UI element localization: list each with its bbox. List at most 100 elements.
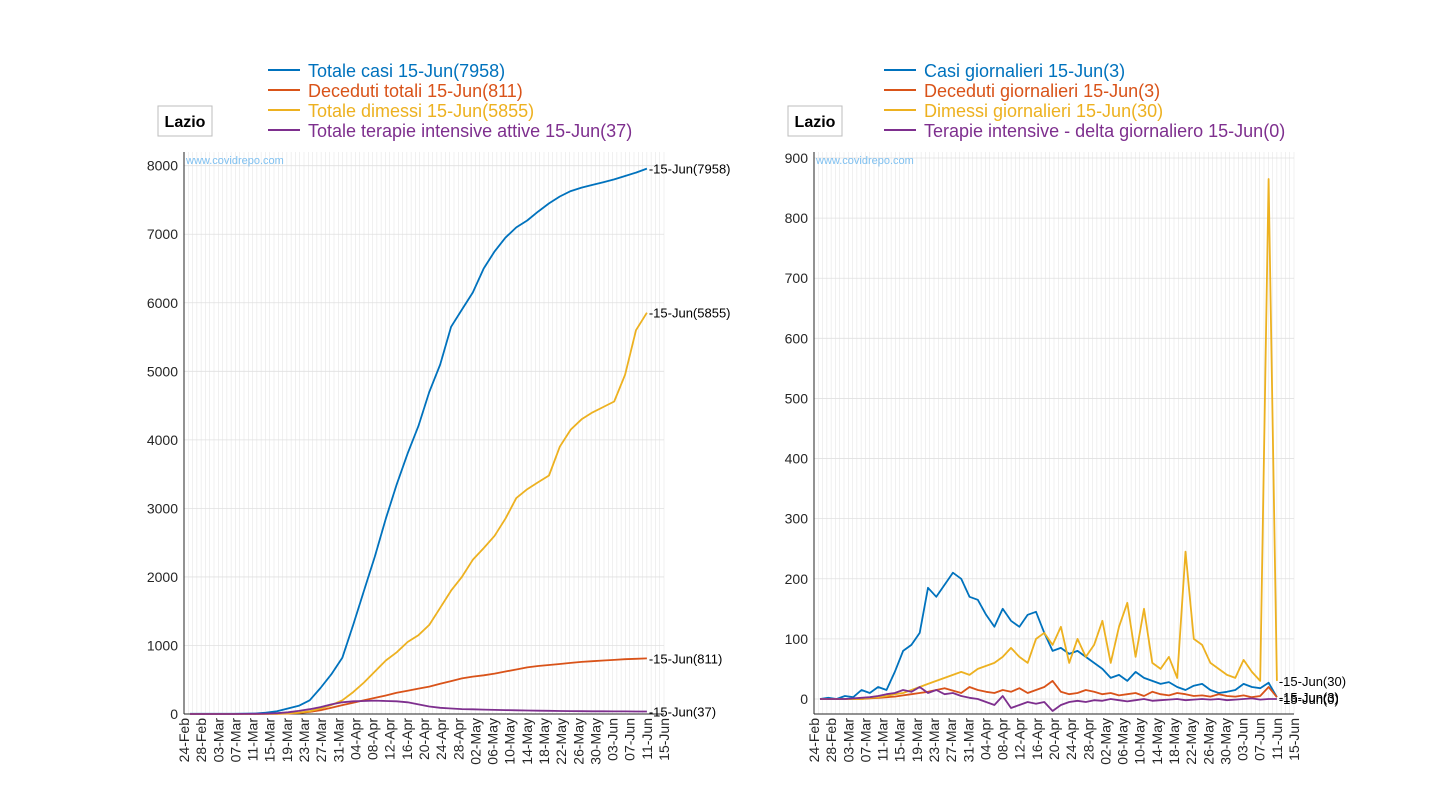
series-line-4 bbox=[190, 699, 647, 715]
y-tick-label: 5000 bbox=[147, 363, 178, 379]
x-tick-label: 31-Mar bbox=[960, 718, 976, 763]
x-tick-label: 19-Mar bbox=[909, 718, 925, 763]
x-tick-label: 28-Feb bbox=[823, 718, 839, 763]
x-tick-label: 15-Mar bbox=[262, 718, 278, 763]
x-tick-label: 06-May bbox=[1115, 718, 1131, 765]
x-tick-label: 11-Mar bbox=[875, 718, 891, 762]
x-tick-label: 26-May bbox=[570, 718, 586, 765]
x-tick-label: 11-Jun bbox=[1269, 718, 1285, 760]
series-line-3 bbox=[820, 178, 1278, 700]
region-label: Lazio bbox=[795, 114, 836, 131]
end-label-3: -15-Jun(30) bbox=[1279, 674, 1346, 689]
y-tick-label: 4000 bbox=[147, 432, 178, 448]
y-tick-label: 900 bbox=[785, 150, 809, 166]
x-tick-label: 07-Jun bbox=[1252, 718, 1268, 761]
legend-entry-2: Deceduti giornalieri 15-Jun(3) bbox=[924, 81, 1160, 101]
x-tick-label: 22-May bbox=[553, 718, 569, 765]
x-tick-label: 12-Apr bbox=[382, 718, 398, 760]
legend-entry-3: Dimessi giornalieri 15-Jun(30) bbox=[924, 101, 1163, 121]
x-tick-label: 16-Apr bbox=[399, 718, 415, 760]
y-tick-label: 2000 bbox=[147, 569, 178, 585]
legend-entry-3: Totale dimessi 15-Jun(5855) bbox=[308, 101, 534, 121]
watermark: www.covidrepo.com bbox=[185, 155, 284, 167]
x-tick-label: 03-Jun bbox=[1235, 718, 1251, 761]
watermark: www.covidrepo.com bbox=[815, 155, 914, 167]
x-tick-label: 24-Apr bbox=[433, 718, 449, 760]
x-tick-label: 14-May bbox=[1149, 718, 1165, 765]
end-label-1: -15-Jun(7958) bbox=[649, 162, 731, 177]
x-tick-label: 02-May bbox=[467, 718, 483, 765]
region-label: Lazio bbox=[165, 114, 206, 131]
x-tick-label: 04-Apr bbox=[977, 718, 993, 760]
y-tick-label: 8000 bbox=[147, 158, 178, 174]
end-label-2: -15-Jun(3) bbox=[1279, 690, 1339, 705]
x-tick-label: 20-Apr bbox=[1046, 718, 1062, 760]
legend-entry-1: Casi giornalieri 15-Jun(3) bbox=[924, 61, 1125, 81]
x-tick-label: 06-May bbox=[485, 718, 501, 765]
x-tick-label: 07-Mar bbox=[857, 718, 873, 763]
series-line-4 bbox=[820, 686, 1277, 712]
x-tick-label: 24-Feb bbox=[806, 718, 822, 763]
x-tick-label: 30-May bbox=[1217, 718, 1233, 765]
x-tick-label: 12-Apr bbox=[1012, 718, 1028, 760]
x-tick-label: 28-Apr bbox=[450, 718, 466, 760]
x-tick-label: 23-Mar bbox=[926, 718, 942, 763]
region-box bbox=[157, 105, 213, 137]
legend-entry-2: Deceduti totali 15-Jun(811) bbox=[308, 81, 523, 101]
y-tick-label: 700 bbox=[785, 270, 809, 286]
x-tick-label: 20-Apr bbox=[416, 718, 432, 760]
legend-entry-4: Terapie intensive - delta giornaliero 15… bbox=[924, 121, 1285, 141]
series-line-1 bbox=[819, 571, 1278, 700]
x-tick-label: 10-May bbox=[1132, 718, 1148, 765]
x-tick-label: 03-Jun bbox=[605, 718, 621, 761]
x-tick-label: 22-May bbox=[1183, 718, 1199, 765]
y-tick-label: 200 bbox=[785, 571, 809, 587]
x-tick-label: 15-Jun bbox=[1286, 718, 1302, 761]
x-tick-label: 18-May bbox=[1166, 718, 1182, 765]
x-tick-label: 07-Mar bbox=[227, 718, 243, 763]
end-label-4: -15-Jun(0) bbox=[1279, 692, 1339, 707]
x-tick-label: 15-Jun bbox=[656, 718, 672, 761]
x-tick-label: 23-Mar bbox=[296, 718, 312, 763]
x-tick-label: 18-May bbox=[536, 718, 552, 765]
legend-entry-4: Totale terapie intensive attive 15-Jun(3… bbox=[308, 121, 632, 141]
x-tick-label: 10-May bbox=[502, 718, 518, 765]
x-tick-label: 24-Feb bbox=[176, 718, 192, 763]
x-tick-label: 04-Apr bbox=[347, 718, 363, 760]
chart-2: 0 100 200 300 400 500 600 700 800 900 24-Feb 28-Feb… bbox=[785, 61, 1346, 765]
y-tick-label: 1000 bbox=[147, 637, 178, 653]
y-tick-label: 800 bbox=[785, 210, 809, 226]
region-box bbox=[787, 105, 843, 137]
x-tick-label: 28-Apr bbox=[1080, 718, 1096, 760]
x-tick-label: 30-May bbox=[587, 718, 603, 765]
y-tick-label: 3000 bbox=[147, 500, 178, 516]
y-tick-label: 0 bbox=[170, 706, 178, 722]
x-tick-label: 19-Mar bbox=[279, 718, 295, 763]
x-tick-label: 27-Mar bbox=[313, 718, 329, 763]
series-line-1 bbox=[190, 167, 648, 715]
x-tick-label: 15-Mar bbox=[892, 718, 908, 763]
x-tick-label: 16-Apr bbox=[1029, 718, 1045, 760]
y-tick-label: 300 bbox=[785, 511, 809, 527]
x-tick-label: 28-Feb bbox=[193, 718, 209, 763]
x-tick-label: 31-Mar bbox=[330, 718, 346, 763]
x-tick-label: 26-May bbox=[1200, 718, 1216, 765]
x-tick-label: 03-Mar bbox=[840, 718, 856, 763]
x-tick-label: 24-Apr bbox=[1063, 718, 1079, 760]
end-label-4: -15-Jun(37) bbox=[649, 704, 716, 719]
x-tick-label: 08-Apr bbox=[365, 718, 381, 760]
legend-entry-1: Totale casi 15-Jun(7958) bbox=[308, 61, 505, 81]
y-tick-label: 0 bbox=[800, 691, 808, 707]
x-tick-label: 08-Apr bbox=[995, 718, 1011, 760]
x-tick-label: 11-Jun bbox=[639, 718, 655, 760]
x-tick-label: 02-May bbox=[1097, 718, 1113, 765]
end-label-2: -15-Jun(811) bbox=[649, 651, 722, 666]
y-tick-label: 600 bbox=[785, 330, 809, 346]
y-tick-label: 6000 bbox=[147, 295, 178, 311]
end-label-3: -15-Jun(5855) bbox=[649, 306, 731, 321]
y-tick-label: 400 bbox=[785, 451, 809, 467]
x-tick-label: 14-May bbox=[519, 718, 535, 765]
x-tick-label: 11-Mar bbox=[245, 718, 261, 762]
